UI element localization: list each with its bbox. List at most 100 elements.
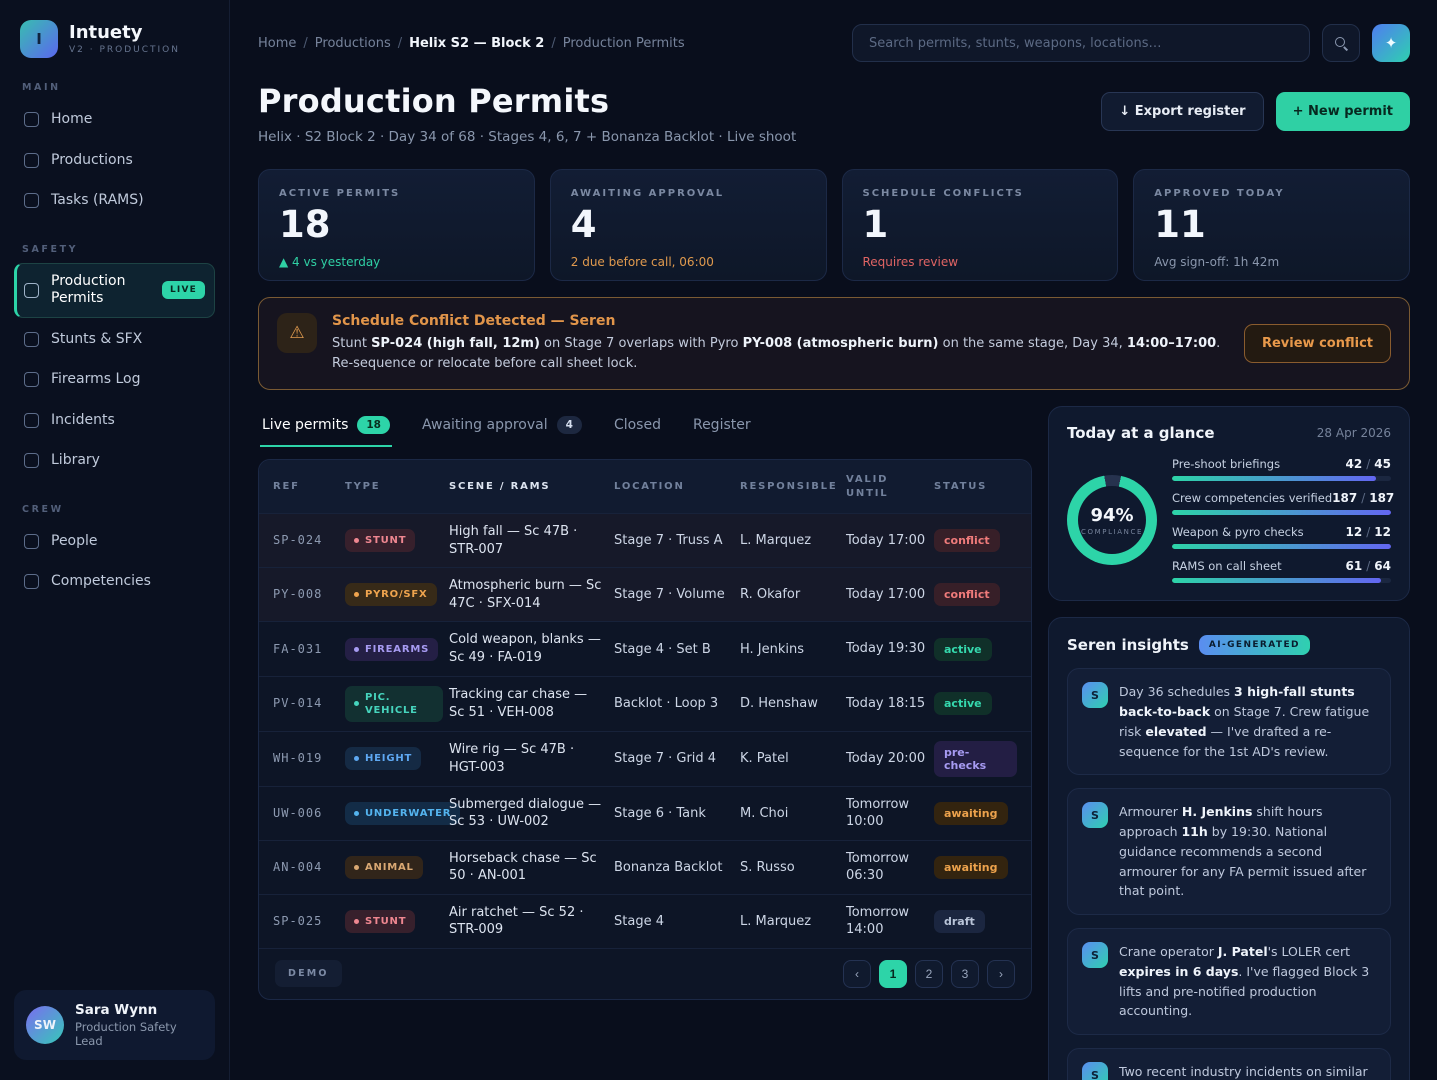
table-row-sp-024[interactable]: SP-024 STUNT High fall — Sc 47B · STR-007 S…	[259, 513, 1031, 568]
metric-label: Crew competencies verified	[1172, 491, 1333, 506]
tab-count-badge: 4	[556, 416, 582, 435]
breadcrumb-item-helix-s2-block-2[interactable]: Helix S2 — Block 2	[409, 35, 545, 51]
insight-card-1[interactable]: S Day 36 schedules 3 high-fall stunts bac…	[1067, 668, 1391, 776]
tab-live-permits[interactable]: Live permits 18	[260, 406, 392, 448]
pagination: ‹ 1 2 3 ›	[843, 959, 1015, 988]
square-outline-icon	[24, 533, 39, 549]
sidebar-item-home[interactable]: Home	[14, 101, 215, 139]
breadcrumb-item-productions[interactable]: Productions	[314, 35, 391, 51]
sidebar-item-label: Incidents	[51, 411, 115, 428]
cell-scene: Submerged dialogue — Sc 53 · UW-002	[449, 796, 602, 830]
ai-assistant-button[interactable]: ✦	[1372, 24, 1410, 62]
breadcrumb-separator: /	[303, 35, 308, 51]
type-badge: FIREARMS	[345, 637, 439, 661]
cell-responsible: D. Henshaw	[740, 696, 818, 712]
cell-type: STUNT	[345, 909, 449, 933]
type-badge: STUNT	[345, 529, 416, 553]
stat-value: 1	[862, 203, 889, 246]
glance-panel: Today at a glance 28 Apr 2026 94% COMPLI…	[1048, 406, 1410, 602]
export-register-button[interactable]: ↓ Export register	[1101, 92, 1264, 131]
insights-list: S Day 36 schedules 3 high-fall stunts bac…	[1067, 668, 1391, 1080]
tab-closed[interactable]: Closed	[612, 406, 663, 447]
text-segment: . Re-sequence or relocate before call sh…	[332, 336, 1221, 372]
user-card[interactable]: SW Sara Wynn Production Safety Lead	[14, 990, 215, 1060]
type-label: PYRO/SFX	[365, 589, 428, 601]
status-badge: draft	[934, 909, 985, 933]
cell-scene: High fall — Sc 47B · STR-007	[449, 524, 578, 557]
metric-slash: /	[1361, 491, 1366, 506]
sidebar-item-productions[interactable]: Productions	[14, 142, 215, 180]
tab-awaiting-approval[interactable]: Awaiting approval 4	[420, 406, 584, 447]
table-row-py-008[interactable]: PY-008 PYRO/SFX Atmospheric burn — Sc 47C …	[259, 567, 1031, 622]
stat-delta: Requires review	[862, 254, 959, 269]
page-button-1[interactable]: 1	[879, 959, 907, 988]
sidebar-item-competencies[interactable]: Competencies	[14, 563, 215, 601]
cell-valid-until: Tomorrow 14:00	[846, 904, 910, 938]
sidebar-item-library[interactable]: Library	[14, 442, 215, 480]
review-conflict-button[interactable]: Review conflict	[1243, 324, 1391, 364]
table-row-sp-025[interactable]: SP-025 STUNT Air ratchet — Sc 52 · STR-009…	[259, 893, 1031, 948]
sidebar-item-tasks-rams[interactable]: Tasks (RAMS)	[14, 182, 215, 220]
cell-valid-until: Today 20:00	[846, 750, 926, 766]
page-button-2[interactable]: 2	[915, 959, 943, 988]
metric-top: Pre-shoot briefings 42/45	[1172, 457, 1391, 471]
sidebar-item-production-permits[interactable]: Production Permits LIVE	[14, 262, 215, 318]
breadcrumb-item-production-permits[interactable]: Production Permits	[562, 35, 685, 51]
sidebar-item-label: Competencies	[51, 573, 151, 589]
type-dot-icon	[354, 756, 359, 762]
new-permit-button[interactable]: + New permit	[1275, 92, 1410, 131]
cell-location: Stage 4 · Set B	[614, 641, 711, 657]
topbar-actions: ✦	[852, 24, 1410, 62]
metric-values: 187/187	[1332, 491, 1394, 505]
cell-valid-until: Tomorrow 06:30	[846, 850, 910, 884]
text-segment: — I've drafted a re-sequence for the 1st…	[1119, 723, 1332, 759]
sidebar-item-label: Firearms Log	[51, 371, 141, 387]
chevron-right-icon[interactable]: ›	[987, 959, 1015, 988]
cell-type: PIC. VEHICLE	[345, 685, 449, 722]
stat-card-schedule-conflicts: SCHEDULE CONFLICTS 1 Requires review	[841, 169, 1119, 281]
title-block: Production Permits Helix · S2 Block 2 · …	[258, 82, 796, 145]
sidebar-item-people[interactable]: People	[14, 523, 215, 561]
text-segment: . I've flagged Block 3 lifts and pre-not…	[1119, 963, 1370, 1019]
search-input[interactable]	[852, 24, 1310, 62]
table-row-fa-031[interactable]: FA-031 FIREARMS Cold weapon, blanks — Sc 4…	[259, 621, 1031, 675]
text-segment: Armourer	[1119, 804, 1182, 820]
status-badge: conflict	[934, 583, 1000, 607]
text-segment: on Stage 7 overlaps with Pyro	[539, 336, 743, 351]
page-button-3[interactable]: 3	[951, 959, 979, 988]
text-segment: H. Jenkins	[1181, 804, 1253, 820]
insight-card-3[interactable]: S Crane operator J. Patel's LOLER cert ex…	[1067, 928, 1391, 1036]
chevron-left-icon[interactable]: ‹	[843, 959, 871, 988]
cell-scene: Cold weapon, blanks — Sc 49 · FA-019	[449, 632, 601, 666]
table-row-wh-019[interactable]: WH-019 HEIGHT Wire rig — Sc 47B · HGT-003 S…	[259, 730, 1031, 786]
column-header-valid-until: VALID UNTIL	[846, 474, 889, 499]
table-row-pv-014[interactable]: PV-014 PIC. VEHICLE Tracking car chase — S…	[259, 675, 1031, 731]
tab-register[interactable]: Register	[691, 406, 753, 447]
table-row-an-004[interactable]: AN-004 ANIMAL Horseback chase — Sc 50 · AN…	[259, 839, 1031, 894]
text-segment: 's LOLER cert	[1267, 944, 1351, 960]
breadcrumb-item-home[interactable]: Home	[258, 35, 297, 51]
text-segment: Two recent industry incidents on similar…	[1119, 1064, 1368, 1080]
insight-card-4[interactable]: S Two recent industry incidents on simila…	[1067, 1048, 1391, 1080]
sidebar-item-stunts-sfx[interactable]: Stunts & SFX	[14, 321, 215, 359]
square-outline-icon	[24, 331, 39, 347]
insights-header: Seren insights AI-GENERATED	[1067, 635, 1391, 656]
cell-responsible: L. Marquez	[740, 533, 812, 549]
table-body: SP-024 STUNT High fall — Sc 47B · STR-007 S…	[259, 513, 1031, 948]
search-button[interactable]	[1322, 24, 1360, 62]
seren-avatar-icon: S	[1082, 802, 1108, 829]
cell-location: Stage 4	[614, 913, 664, 929]
compliance-donut: 94% COMPLIANCE	[1067, 475, 1157, 566]
sidebar-item-label: Stunts & SFX	[51, 330, 143, 347]
type-badge: PYRO/SFX	[345, 583, 437, 607]
tab-label: Register	[692, 417, 751, 434]
sidebar-item-firearms-log[interactable]: Firearms Log	[14, 361, 215, 399]
text-segment: PY-008 (atmospheric burn)	[742, 336, 939, 351]
column-header-scene-rams: SCENE / RAMS	[449, 481, 551, 493]
sidebar-item-incidents[interactable]: Incidents	[14, 402, 215, 440]
type-badge: PIC. VEHICLE	[345, 685, 443, 722]
table-row-uw-006[interactable]: UW-006 UNDERWATER Submerged dialogue — Sc …	[259, 785, 1031, 840]
insight-card-2[interactable]: S Armourer H. Jenkins shift hours approac…	[1067, 788, 1391, 916]
donut-percent: 94%	[1090, 504, 1134, 526]
avatar: SW	[26, 1006, 64, 1044]
